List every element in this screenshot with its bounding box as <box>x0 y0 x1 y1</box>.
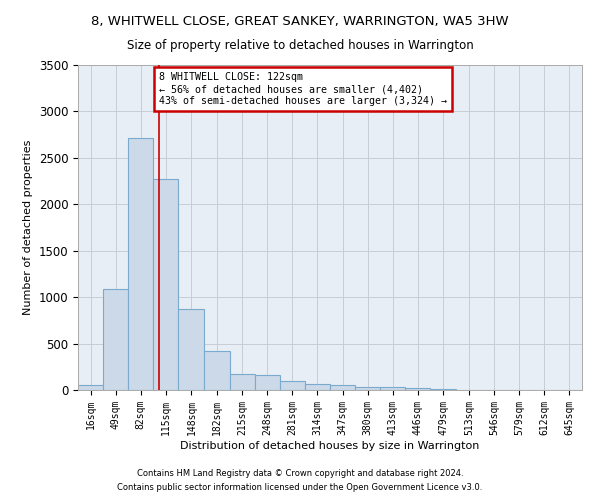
Bar <box>154 179 178 390</box>
Bar <box>205 351 230 390</box>
Bar <box>380 387 406 390</box>
Bar <box>230 374 254 390</box>
Text: 8, WHITWELL CLOSE, GREAT SANKEY, WARRINGTON, WA5 3HW: 8, WHITWELL CLOSE, GREAT SANKEY, WARRING… <box>91 15 509 28</box>
Bar <box>78 385 103 390</box>
Bar <box>254 374 280 390</box>
Bar <box>406 388 430 390</box>
Text: Contains public sector information licensed under the Open Government Licence v3: Contains public sector information licen… <box>118 484 482 492</box>
Text: 8 WHITWELL CLOSE: 122sqm
← 56% of detached houses are smaller (4,402)
43% of sem: 8 WHITWELL CLOSE: 122sqm ← 56% of detach… <box>160 72 448 106</box>
Bar <box>355 387 380 390</box>
Bar <box>330 385 355 390</box>
Bar <box>103 289 128 390</box>
Text: Contains HM Land Registry data © Crown copyright and database right 2024.: Contains HM Land Registry data © Crown c… <box>137 468 463 477</box>
Bar <box>128 138 154 390</box>
Bar <box>178 308 205 390</box>
Text: Size of property relative to detached houses in Warrington: Size of property relative to detached ho… <box>127 38 473 52</box>
Bar <box>430 389 457 390</box>
Bar <box>280 381 305 390</box>
Bar <box>305 384 330 390</box>
X-axis label: Distribution of detached houses by size in Warrington: Distribution of detached houses by size … <box>181 440 479 450</box>
Y-axis label: Number of detached properties: Number of detached properties <box>23 140 33 315</box>
